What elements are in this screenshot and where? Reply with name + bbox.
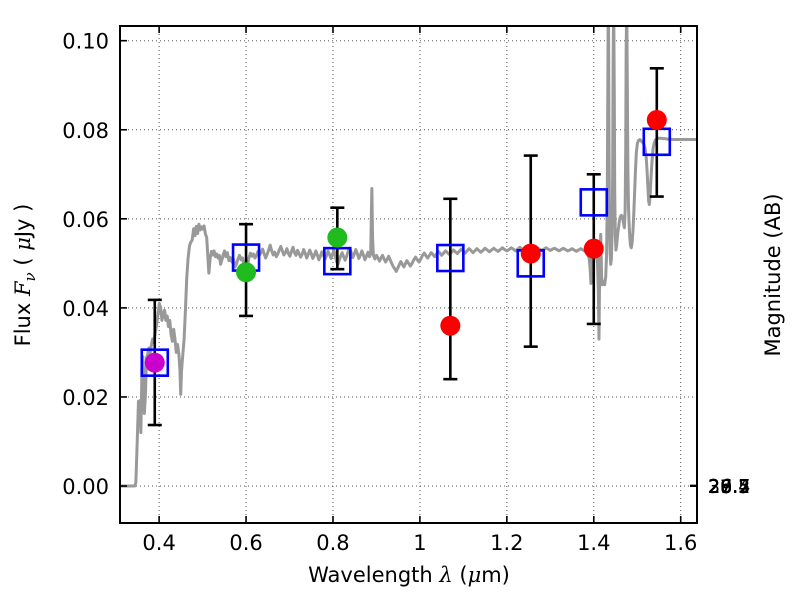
observed-photometry-points (144, 109, 667, 373)
axis-tick-labels: 0.4 0.6 0.8 1 1.2 1.4 1.6 0.00 0.02 0.04 0.06 0.08 0… (62, 30, 750, 555)
y-tick-label-left: 0.08 (62, 119, 109, 143)
model-photometry-squares (140, 127, 672, 377)
y-tick-label-right: 27.2 (708, 476, 750, 498)
model-spectrum-curve (120, 26, 697, 488)
model-square (579, 188, 609, 217)
x-tick-label: 0.4 (142, 531, 175, 555)
y-axis-label-right: Magnitude (AB) (761, 193, 785, 356)
model-square (323, 246, 352, 276)
observed-point (583, 238, 604, 259)
y-tick-label-right: 26.5 (708, 476, 750, 498)
observed-point (236, 262, 257, 283)
model-square (436, 243, 465, 273)
y-tick-label-left: 0.00 (62, 475, 109, 499)
y-tick-label-left: 0.04 (62, 297, 109, 321)
axis-ticks (120, 26, 697, 523)
x-tick-label: 1 (413, 531, 426, 555)
y-tick-label-right: 26.4 (708, 476, 750, 498)
observed-point (646, 109, 667, 130)
y-tick-label-right: 28.5 (708, 476, 750, 498)
y-tick-label-right: 30 (708, 476, 732, 498)
observed-point (144, 352, 165, 373)
model-square (140, 348, 170, 377)
y-tick-label-right: 27.5 (708, 476, 750, 498)
x-axis-label: Wavelength λ (μm) (308, 563, 510, 587)
y-tick-label-left: 0.02 (62, 386, 109, 410)
grid-lines (120, 26, 697, 523)
y-axis-label-left: Flux Fν ( μJy ) (11, 204, 39, 347)
x-tick-label: 1.4 (577, 531, 610, 555)
x-tick-label: 1.2 (490, 531, 523, 555)
error-bars (147, 67, 664, 427)
observed-point (327, 227, 348, 248)
y-tick-label-right: 29 (708, 476, 732, 498)
y-tick-label-right: 28 (708, 476, 732, 498)
y-tick-label-right: 26.7 (708, 476, 750, 498)
observed-point (440, 315, 461, 336)
axes-frame (119, 25, 698, 524)
y-tick-label-left: 0.06 (62, 208, 109, 232)
observed-point (520, 243, 541, 264)
x-tick-label: 1.6 (664, 531, 697, 555)
x-tick-label: 0.8 (316, 531, 349, 555)
y-tick-label-left: 0.10 (62, 30, 109, 54)
y-tick-label-right: 27 (708, 476, 732, 498)
x-tick-label: 0.6 (229, 531, 262, 555)
